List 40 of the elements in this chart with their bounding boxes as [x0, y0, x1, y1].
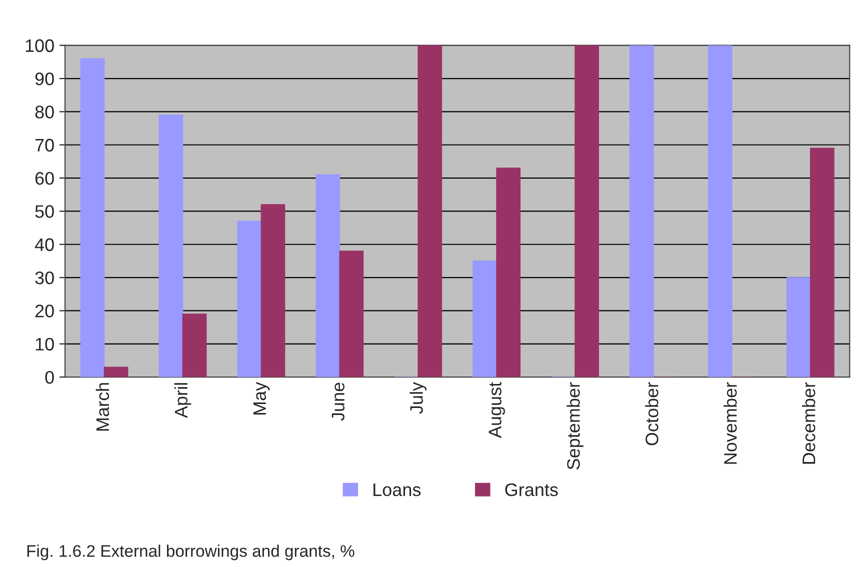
- bar: [104, 366, 128, 378]
- x-tick-label: March: [96, 383, 110, 431]
- x-tick-label: November: [724, 382, 737, 464]
- y-tick-label: 80: [35, 106, 54, 118]
- x-tick-label: June: [332, 382, 344, 421]
- x-tick-label: July: [410, 382, 427, 414]
- legend-label: Loans: [374, 484, 421, 496]
- bar: [158, 114, 184, 378]
- bar: [708, 45, 732, 378]
- bar: [472, 260, 497, 378]
- y-tick-label: 100: [26, 39, 54, 52]
- bar: [80, 58, 105, 378]
- x-tick-label: May: [253, 382, 270, 415]
- bar: [182, 314, 207, 378]
- x-tick-label: August: [488, 382, 505, 438]
- y-tick-label: 90: [35, 72, 54, 86]
- x-tick-label: December: [802, 382, 816, 464]
- bar: [630, 45, 654, 378]
- bar: [786, 277, 811, 378]
- y-tick-label: 30: [35, 271, 54, 284]
- x-tick-label: October: [645, 382, 658, 446]
- caption: Fig. 1.6.2 External borrowings and grants, %: [27, 544, 354, 560]
- y-tick-label: 40: [34, 238, 54, 252]
- legend-label: Grants: [505, 483, 558, 496]
- bar: [574, 45, 599, 378]
- x-tick-label: April: [174, 383, 192, 418]
- bar: [418, 45, 442, 378]
- bar: [260, 204, 286, 378]
- bar: [810, 148, 834, 378]
- x-tick-label: September: [566, 382, 584, 470]
- y-tick-label: 60: [35, 172, 54, 185]
- y-tick-label: 0: [45, 370, 54, 384]
- bar: [316, 174, 340, 378]
- y-tick-label: 10: [36, 338, 54, 351]
- y-tick-label: 70: [35, 138, 54, 152]
- bar: [496, 168, 521, 378]
- y-tick-label: 50: [35, 205, 54, 218]
- bar: [237, 220, 262, 378]
- y-tick-label: 20: [35, 304, 54, 318]
- bar: [339, 250, 364, 378]
